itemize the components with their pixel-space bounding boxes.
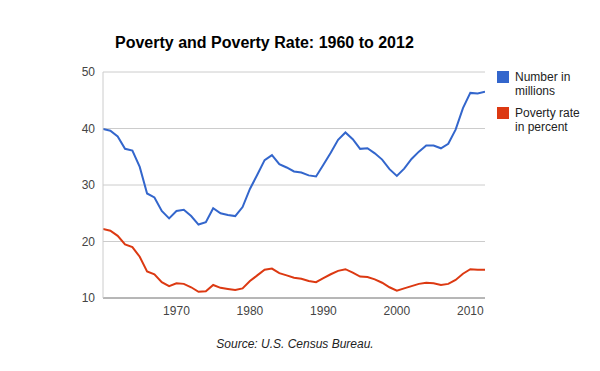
html-text:Poverty and Poverty Rate: 1960: Poverty and Poverty Rate: 1960 to 2012 bbox=[115, 34, 414, 51]
svg-text:1990: 1990 bbox=[310, 304, 337, 318]
svg-text:2010: 2010 bbox=[457, 304, 484, 318]
html-text:Poverty rate in percent: Poverty rate in percent bbox=[515, 106, 580, 134]
svg-text:50: 50 bbox=[82, 65, 96, 79]
svg-text:20: 20 bbox=[82, 235, 96, 249]
svg-text:1970: 1970 bbox=[163, 304, 190, 318]
svg-text:30: 30 bbox=[82, 178, 96, 192]
html-text:Source: U.S. Census Bureau.: Source: U.S. Census Bureau. bbox=[216, 337, 374, 351]
svg-text:10: 10 bbox=[82, 291, 96, 305]
svg-text:40: 40 bbox=[82, 122, 96, 136]
svg-text:1980: 1980 bbox=[237, 304, 264, 318]
svg-text:2000: 2000 bbox=[383, 304, 410, 318]
html-text:Number in millions: Number in millions bbox=[515, 70, 571, 98]
